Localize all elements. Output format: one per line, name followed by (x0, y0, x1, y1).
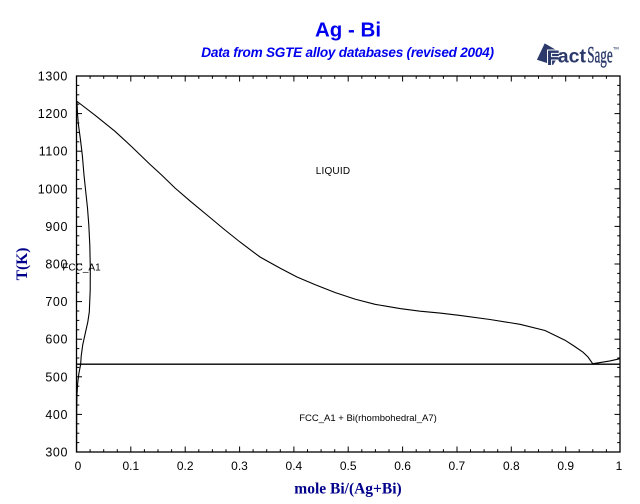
svg-text:900: 900 (45, 220, 68, 234)
svg-text:0.9: 0.9 (557, 459, 574, 473)
svg-text:0.3: 0.3 (231, 459, 248, 473)
svg-text:800: 800 (45, 258, 68, 272)
svg-text:™: ™ (613, 47, 620, 54)
svg-text:0: 0 (75, 459, 82, 473)
svg-text:1000: 1000 (38, 182, 68, 196)
svg-text:mole Bi/(Ag+Bi): mole Bi/(Ag+Bi) (294, 481, 401, 498)
svg-text:0.2: 0.2 (177, 459, 194, 473)
svg-text:Data from SGTE alloy databases: Data from SGTE alloy databases (revised … (201, 45, 494, 60)
svg-text:1300: 1300 (38, 70, 68, 84)
svg-text:LIQUID: LIQUID (316, 166, 351, 177)
svg-text:act: act (558, 45, 587, 67)
svg-text:0.8: 0.8 (503, 459, 520, 473)
svg-text:Ag - Bi: Ag - Bi (315, 19, 381, 42)
svg-text:700: 700 (45, 295, 68, 309)
svg-text:Sage: Sage (587, 42, 613, 67)
svg-text:0.1: 0.1 (122, 459, 139, 473)
svg-text:600: 600 (45, 333, 68, 347)
svg-text:T(K): T(K) (14, 248, 31, 281)
svg-text:400: 400 (45, 408, 68, 422)
svg-text:0.7: 0.7 (449, 459, 466, 473)
svg-text:1200: 1200 (38, 107, 68, 121)
svg-text:1100: 1100 (39, 145, 68, 159)
svg-text:0.6: 0.6 (394, 459, 411, 473)
svg-text:FCC_A1 + Bi(rhombohedral_A7): FCC_A1 + Bi(rhombohedral_A7) (299, 413, 437, 424)
svg-text:0.5: 0.5 (340, 459, 357, 473)
svg-text:1: 1 (616, 459, 623, 473)
svg-text:500: 500 (45, 370, 68, 384)
svg-text:300: 300 (45, 446, 68, 460)
svg-text:0.4: 0.4 (286, 459, 303, 473)
svg-text:F: F (547, 47, 560, 70)
svg-text:FCC_A1: FCC_A1 (62, 263, 101, 274)
